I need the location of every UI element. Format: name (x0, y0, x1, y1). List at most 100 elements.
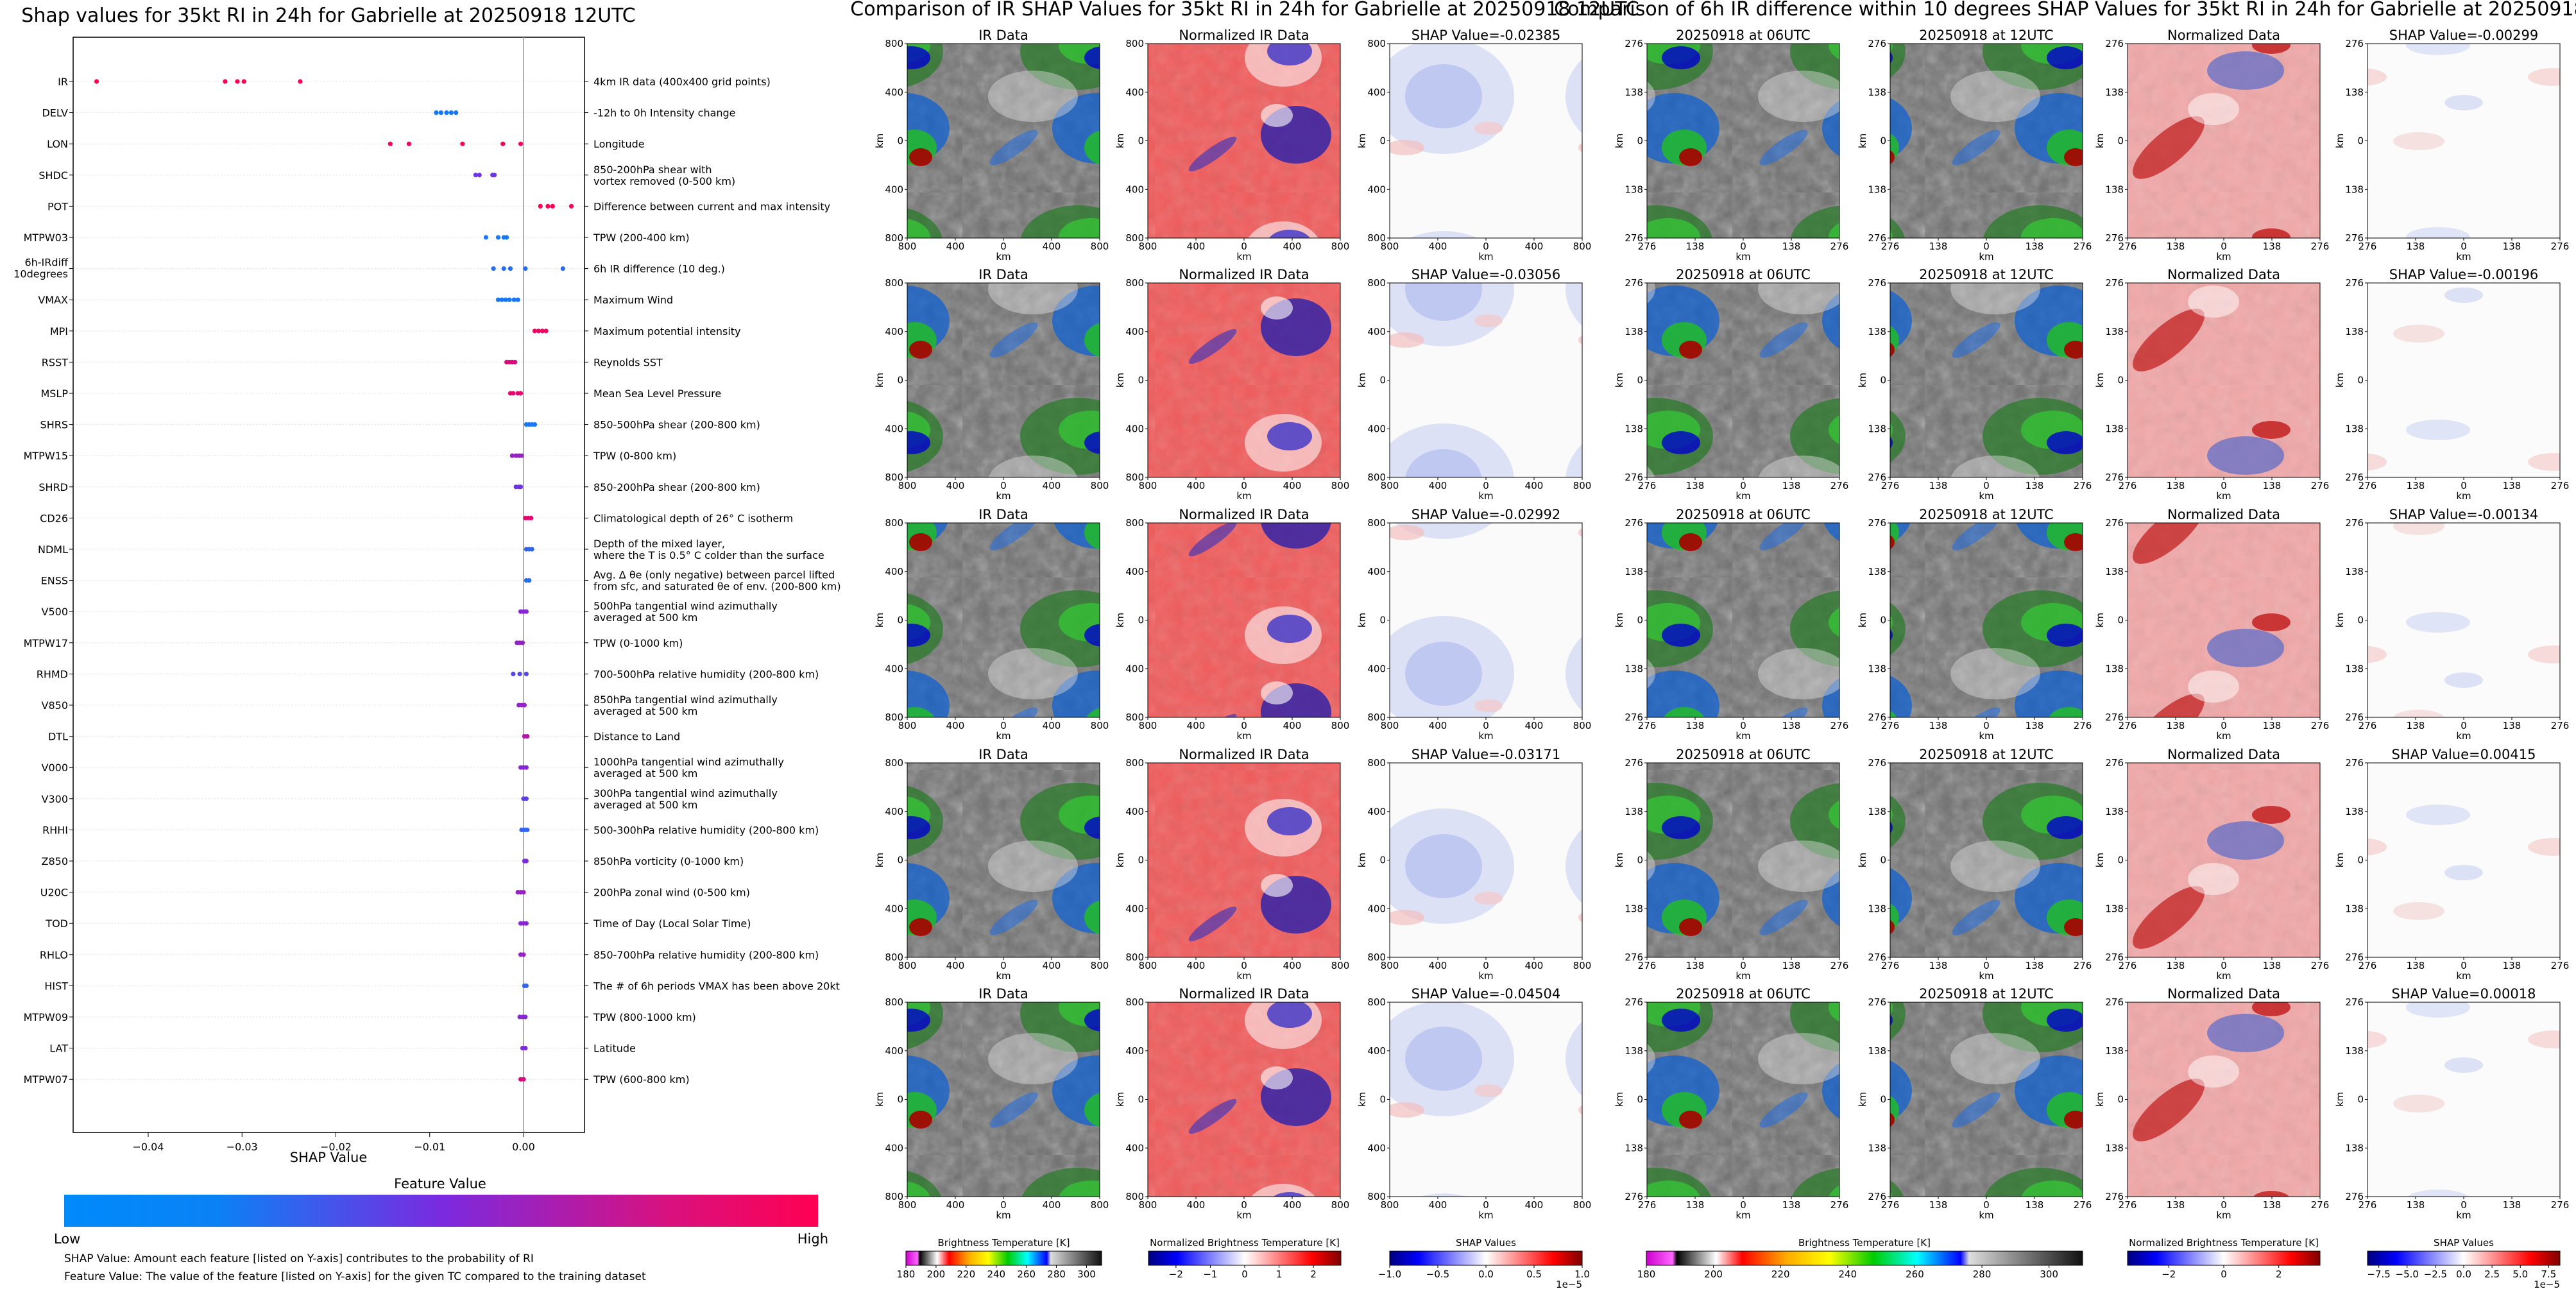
panel-title: IR Data (978, 986, 1028, 1002)
x-tick-label: 400 (946, 720, 965, 731)
x-tick-label: 276 (1881, 960, 1900, 971)
feature-name: VMAX (38, 294, 68, 306)
x-tick-label: 138 (2167, 960, 2185, 971)
x-axis-label: km (2456, 1209, 2471, 1221)
x-tick-label: 138 (2407, 241, 2425, 252)
x-axis-label: km (2456, 970, 2471, 982)
x-tick-label: 276 (2119, 480, 2137, 491)
panel-image (1389, 522, 1583, 718)
heatmap-panel: SHAP Value=-0.02385800800400400004004008… (1356, 28, 1591, 262)
y-tick-label: 0 (1637, 375, 1643, 386)
shap-point (448, 110, 454, 115)
heatmap-panel: Normalized IR Data8008004004000040040080… (1114, 28, 1349, 262)
colorbar-tick-label: 300 (2040, 1268, 2058, 1280)
x-tick-label: 138 (1782, 720, 1801, 731)
y-tick-label: 276 (1868, 277, 1886, 289)
heatmap-panel: SHAP Value=-0.00134276276138138001381382… (2334, 507, 2569, 742)
panel-image (907, 282, 1100, 478)
y-axis-label: km (874, 613, 885, 627)
feature-description: 500-300hPa relative humidity (200-800 km… (593, 824, 819, 836)
heatmap-panel: SHAP Value=-0.02992800800400400004004008… (1356, 507, 1591, 742)
shap-point (515, 297, 520, 302)
x-tick-label: 138 (2167, 720, 2185, 731)
panel-image (2367, 522, 2561, 718)
shap-point (540, 329, 545, 334)
panel-title: Normalized Data (2167, 986, 2280, 1002)
panel-image (1889, 1002, 2083, 1197)
y-tick-label: 400 (1125, 806, 1144, 817)
y-axis-label: km (874, 1092, 885, 1107)
x-axis-label: km (1478, 970, 1493, 982)
y-axis-label: km (1614, 133, 1625, 148)
x-tick-label: 276 (2311, 480, 2330, 491)
x-tick-label: 138 (1929, 1199, 1948, 1211)
panel-image (1147, 1002, 1341, 1197)
heatmap-panel: 20250918 at 06UTC27627613813800138138276… (1614, 747, 1848, 982)
x-tick-label: 138 (2026, 1199, 2044, 1211)
shap-point (500, 141, 506, 146)
colorbar-tick-label: 300 (1077, 1268, 1096, 1280)
x-axis-label: km (2216, 970, 2231, 982)
y-tick-label: 400 (1367, 326, 1386, 337)
x-tick-label: 276 (2119, 241, 2137, 252)
feature-name: MTPW09 (24, 1011, 68, 1023)
y-tick-label: 0 (897, 855, 903, 866)
x-axis-label: km (1236, 1209, 1251, 1221)
shap-point (507, 297, 512, 302)
panel-image (1147, 522, 1341, 718)
x-tick-label: 800 (1573, 1199, 1592, 1211)
y-tick-label: 800 (885, 996, 903, 1008)
y-axis-label: km (1857, 373, 1868, 388)
x-tick-label: 0 (1000, 241, 1007, 252)
y-tick-label: 138 (2345, 423, 2364, 434)
y-tick-label: 138 (1868, 184, 1886, 195)
x-tick-label: 400 (1043, 1199, 1061, 1211)
y-tick-label: 276 (1625, 1191, 1643, 1202)
x-tick-label: 138 (1929, 480, 1948, 491)
panel-title: SHAP Value=-0.03056 (1412, 267, 1561, 282)
y-tick-label: 138 (2105, 184, 2124, 195)
y-tick-label: 276 (2345, 712, 2364, 723)
colorbar: Normalized Brightness Temperature [K] −2 −… (1148, 1237, 1342, 1280)
x-tick-label: 276 (1830, 480, 1849, 491)
x-tick-label: 400 (1429, 241, 1447, 252)
beeswarm-points (94, 79, 574, 1082)
panel-image (907, 522, 1100, 718)
y-tick-label: 800 (1125, 712, 1144, 723)
heatmap-panel: 20250918 at 12UTC27627613813800138138276… (1857, 28, 2092, 262)
colorbar-tick-label: −7.5 (2367, 1268, 2390, 1280)
y-tick-label: 276 (2345, 38, 2364, 49)
shap-point (568, 203, 574, 209)
beeswarm-xlabel: SHAP Value (290, 1150, 368, 1165)
y-tick-label: 0 (1138, 855, 1144, 866)
y-tick-label: 276 (2105, 517, 2124, 529)
shap-point (511, 297, 516, 302)
x-tick-label: 400 (1043, 720, 1061, 731)
y-axis-label: km (1114, 613, 1126, 627)
shap-point (504, 235, 509, 240)
x-tick-label: 400 (946, 960, 965, 971)
feature-name: LON (47, 138, 68, 150)
x-tick-label: 400 (1283, 241, 1302, 252)
y-tick-label: 800 (1125, 517, 1144, 529)
shap-point (223, 79, 228, 84)
shap-point (550, 203, 555, 209)
feature-description: The # of 6h periods VMAX has been above … (593, 980, 840, 992)
y-axis-label: km (874, 133, 885, 148)
panel-title: SHAP Value=0.00018 (2392, 986, 2536, 1002)
x-tick-label: 276 (2551, 720, 2570, 731)
feature-name: POT (47, 200, 68, 212)
x-tick-label: 0 (1983, 960, 1990, 971)
y-tick-label: 400 (1125, 566, 1144, 577)
y-axis-label: km (2334, 373, 2346, 388)
feature-name: RSST (42, 356, 68, 368)
ir-shap-comparison: Comparison of IR SHAP Values for 35kt RI… (850, 0, 1639, 1289)
y-tick-label: 138 (2105, 566, 2124, 577)
shap-point (524, 765, 529, 770)
feature-name: IR (58, 76, 68, 88)
colorbar-tick-label: −1.0 (1378, 1268, 1401, 1280)
shap-point (522, 703, 527, 708)
x-tick-label: 138 (1686, 1199, 1705, 1211)
x-tick-label: 800 (1331, 720, 1350, 731)
y-tick-label: 0 (2357, 855, 2364, 866)
